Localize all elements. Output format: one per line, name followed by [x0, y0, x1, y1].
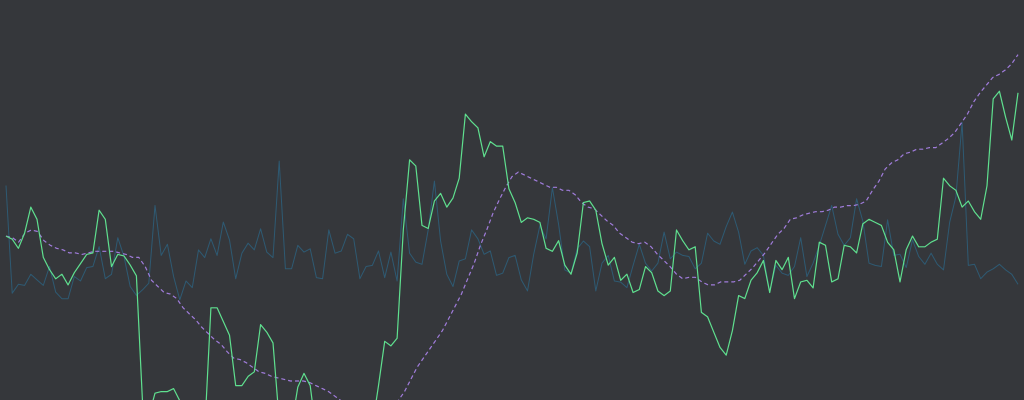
price-series-line: [5, 90, 1019, 400]
volume-series-line: [5, 121, 1019, 301]
series-layer: [5, 54, 1019, 400]
moving-average-series-line: [5, 54, 1019, 400]
